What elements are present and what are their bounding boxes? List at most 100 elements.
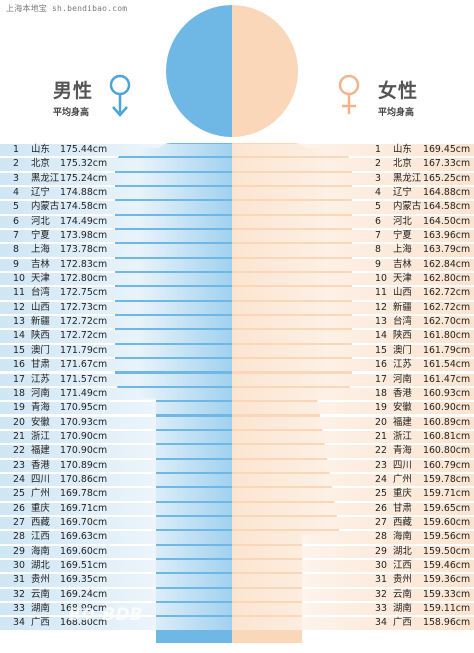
female-height: 165.25cm [423, 172, 471, 184]
female-rank: 22 [375, 445, 387, 457]
female-row-bar [232, 344, 474, 358]
female-height: 163.96cm [423, 230, 471, 242]
table-row: 5 内蒙古 174.58cm 5 内蒙古 164.58cm [0, 200, 474, 214]
female-height: 162.84cm [423, 258, 471, 270]
male-rank: 24 [13, 473, 25, 485]
table-row: 34 广西 168.80cm 34 广西 158.96cm [0, 616, 474, 630]
male-rank: 16 [13, 359, 25, 371]
male-rank: 13 [13, 316, 25, 328]
table-row: 26 重庆 169.71cm 26 甘肃 159.65cm [0, 502, 474, 516]
male-province: 香港 [31, 459, 50, 471]
male-province: 贵州 [31, 574, 50, 586]
male-province: 江苏 [31, 373, 50, 385]
female-province: 山西 [393, 287, 412, 299]
female-province: 内蒙古 [393, 201, 422, 213]
male-rank: 12 [13, 301, 25, 313]
female-province: 宁夏 [393, 230, 412, 242]
female-rank: 28 [375, 531, 387, 543]
female-height: 160.89cm [423, 416, 471, 428]
male-height: 172.80cm [60, 273, 108, 285]
male-province: 四川 [31, 473, 50, 485]
table-row: 11 台湾 172.75cm 11 山西 162.72cm [0, 286, 474, 300]
female-height: 162.72cm [423, 301, 471, 313]
male-height: 169.35cm [60, 574, 108, 586]
male-province: 澳门 [31, 344, 50, 356]
female-height: 160.90cm [423, 402, 471, 414]
male-rank: 19 [13, 402, 25, 414]
male-province: 陕西 [31, 330, 50, 342]
female-province: 台湾 [393, 316, 412, 328]
female-province: 上海 [393, 244, 412, 256]
female-height: 158.96cm [423, 617, 471, 629]
male-province: 北京 [31, 158, 50, 170]
male-height: 170.86cm [60, 473, 108, 485]
female-row-bar [232, 287, 474, 300]
male-rank: 28 [13, 531, 25, 543]
male-height: 175.44cm [60, 144, 108, 155]
male-rank: 3 [13, 172, 19, 184]
male-height: 170.90cm [60, 430, 108, 442]
male-province: 甘肃 [31, 359, 50, 371]
male-height: 173.98cm [60, 230, 108, 242]
table-row: 14 陕西 172.72cm 14 陕西 161.80cm [0, 329, 474, 343]
table-row: 25 广州 169.78cm 25 重庆 159.71cm [0, 487, 474, 501]
female-row-bar [232, 330, 474, 343]
table-row: 8 上海 173.78cm 8 上海 163.79cm [0, 243, 474, 257]
female-rank: 34 [375, 617, 387, 629]
female-height: 159.78cm [423, 473, 471, 485]
male-row-bar [0, 301, 232, 315]
female-province: 青海 [393, 445, 412, 457]
female-province: 湖南 [393, 603, 412, 614]
male-rank: 25 [13, 488, 25, 500]
female-row-bar [232, 201, 474, 214]
female-height: 167.33cm [423, 158, 471, 170]
female-rank: 17 [375, 373, 387, 385]
male-rank: 9 [13, 258, 19, 270]
female-province: 西藏 [393, 516, 412, 528]
male-rank: 5 [13, 201, 19, 213]
female-row-bar [232, 445, 474, 458]
female-row-bar [232, 416, 474, 429]
male-height: 173.78cm [60, 244, 108, 256]
female-province: 重庆 [393, 488, 412, 500]
male-row-bar [0, 144, 232, 157]
male-row-bar [0, 516, 232, 530]
male-head [166, 5, 232, 137]
male-province: 宁夏 [31, 230, 50, 242]
female-province: 香港 [393, 387, 412, 399]
male-height: 169.51cm [60, 559, 108, 571]
male-rank: 2 [13, 158, 19, 170]
male-height: 171.49cm [60, 387, 108, 399]
male-height: 174.88cm [60, 187, 108, 199]
female-height: 161.79cm [423, 344, 471, 356]
male-province: 山东 [31, 144, 50, 155]
female-rank: 31 [375, 574, 387, 586]
table-row: 30 湖北 169.51cm 30 江西 159.46cm [0, 559, 474, 573]
male-rank: 31 [13, 574, 25, 586]
male-province: 黑龙江 [31, 172, 60, 184]
female-height: 164.50cm [423, 215, 471, 227]
male-row-bar [0, 603, 232, 616]
male-height: 169.63cm [60, 531, 108, 543]
table-row: 4 辽宁 174.88cm 4 辽宁 164.88cm [0, 186, 474, 200]
female-height: 159.65cm [423, 502, 471, 514]
female-height: 164.88cm [423, 187, 471, 199]
female-title-block: 女性 平均身高 [378, 76, 418, 118]
table-row: 23 香港 170.89cm 23 四川 160.79cm [0, 459, 474, 473]
table-row: 2 北京 175.32cm 2 北京 167.33cm [0, 157, 474, 171]
table-row: 32 云南 169.24cm 32 云南 159.33cm [0, 588, 474, 602]
female-row-bar [232, 402, 474, 415]
female-row-bar [232, 473, 474, 487]
female-row-bar [232, 244, 474, 257]
male-height: 172.73cm [60, 301, 108, 313]
male-height: 174.49cm [60, 215, 108, 227]
female-height: 161.54cm [423, 359, 471, 371]
male-rank: 21 [13, 430, 25, 442]
female-province: 四川 [393, 459, 412, 471]
female-symbol-icon [338, 74, 360, 114]
male-province: 内蒙古 [31, 201, 60, 213]
female-row-bar [232, 559, 474, 573]
female-rank: 33 [375, 603, 387, 614]
table-row: 3 黑龙江 175.24cm 3 黑龙江 165.25cm [0, 172, 474, 186]
female-height: 162.70cm [423, 316, 471, 328]
